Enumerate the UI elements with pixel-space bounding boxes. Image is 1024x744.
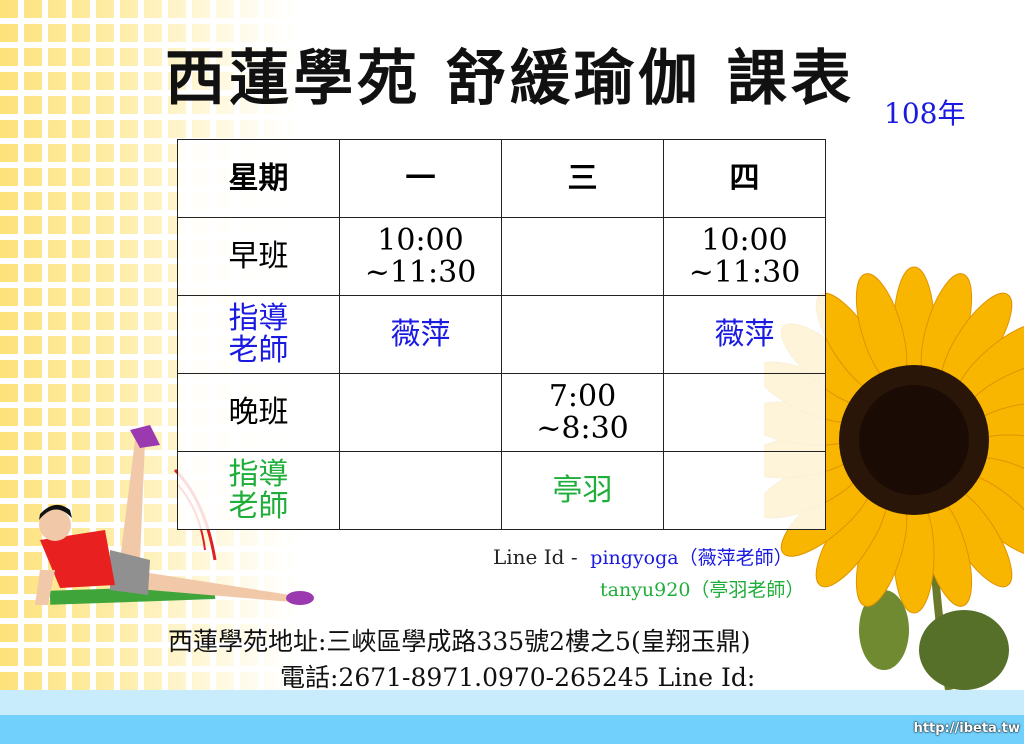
row-label: 指導 老師 [177, 295, 340, 374]
footer-band [0, 715, 1024, 744]
table-row: 晚班 7:00 ~8:30 [177, 373, 826, 452]
row-label: 指導 老師 [177, 451, 340, 530]
sunflower-image [764, 266, 1024, 691]
table-row: 指導 老師 薇萍 薇萍 [177, 295, 826, 374]
table-cell: 薇萍 [663, 295, 826, 374]
table-cell [501, 217, 664, 296]
table-cell: 亭羽 [501, 451, 664, 530]
page-title: 西蓮學苑 舒緩瑜伽 課表 [165, 44, 855, 114]
table-cell: 10:00 ~11:30 [339, 217, 502, 296]
header-thu: 四 [663, 139, 826, 218]
line-id-row: Line Id - pingyoga（薇萍老師） [493, 543, 793, 570]
watermark: http://ibeta.tw [913, 721, 1020, 736]
yoga-person-image [35, 425, 314, 605]
header-weekday: 星期 [177, 139, 340, 218]
table-header-row: 星期 一 三 四 [177, 139, 826, 218]
header-wed: 三 [501, 139, 664, 218]
schedule-table: 星期 一 三 四 早班 10:00 ~11:30 10:00 ~11:30 指導 老師… [177, 139, 826, 530]
table-cell [501, 295, 664, 374]
line-id-tanyu: tanyu920（亭羽老師） [600, 579, 805, 601]
row-label: 晚班 [177, 373, 340, 452]
table-row: 早班 10:00 ~11:30 10:00 ~11:30 [177, 217, 826, 296]
line-id-pingyoga: pingyoga（薇萍老師） [590, 547, 793, 569]
table-cell [663, 451, 826, 530]
line-id-prefix: Line Id - [493, 545, 578, 569]
table-row: 指導 老師 亭羽 [177, 451, 826, 530]
table-cell: 10:00 ~11:30 [663, 217, 826, 296]
footer-band-light [0, 690, 1024, 715]
row-label: 早班 [177, 217, 340, 296]
table-cell [663, 373, 826, 452]
address-text: 西蓮學苑地址:三峽區學成路335號2樓之5(皇翔玉鼎) [168, 627, 751, 656]
table-cell: 薇萍 [339, 295, 502, 374]
phone-text: 電話:2671-8971.0970-265245 Line Id: [280, 663, 756, 692]
year-label: 108年 [884, 97, 966, 130]
table-cell: 7:00 ~8:30 [501, 373, 664, 452]
table-cell [339, 451, 502, 530]
header-mon: 一 [339, 139, 502, 218]
table-cell [339, 373, 502, 452]
